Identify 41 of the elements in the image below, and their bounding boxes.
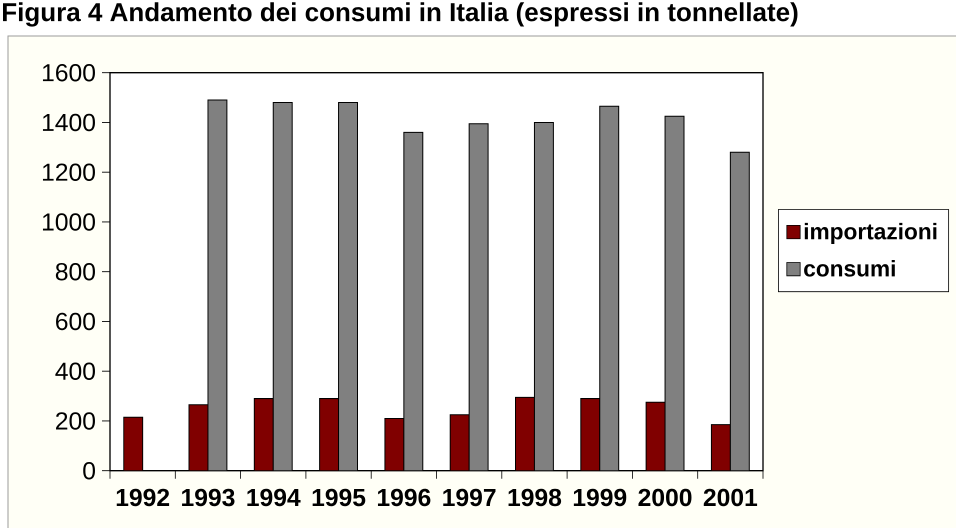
bar — [664, 116, 684, 471]
bar — [254, 398, 274, 471]
bar — [468, 123, 489, 471]
y-tick-label: 800 — [56, 262, 95, 280]
bar — [710, 424, 731, 471]
bar — [384, 418, 404, 471]
y-tick-label: 0 — [83, 462, 95, 480]
y-tick-label: 200 — [56, 412, 95, 430]
x-tick-label: 1994 — [247, 488, 301, 506]
legend-label: importazioni — [804, 222, 936, 244]
x-tick-label: 1995 — [312, 488, 366, 506]
bar — [450, 414, 470, 471]
x-tick-label: 2000 — [638, 488, 692, 506]
legend-label: consumi — [804, 260, 895, 277]
bar — [338, 102, 358, 471]
x-tick-label: 1999 — [574, 488, 626, 506]
bar — [123, 416, 144, 471]
y-tick-label: 600 — [56, 312, 95, 330]
bar — [403, 132, 424, 471]
bar — [730, 152, 750, 471]
bar — [207, 100, 228, 471]
bar — [534, 122, 554, 471]
x-tick-label: 1993 — [182, 488, 234, 506]
x-tick-label: 1997 — [443, 488, 496, 506]
y-tick-label: 400 — [55, 362, 95, 380]
x-tick-label: 2001 — [704, 488, 758, 506]
x-tick-label: 1996 — [378, 488, 430, 506]
bar — [188, 404, 208, 471]
bar — [515, 396, 535, 471]
y-tick-label: 1600 — [42, 64, 95, 82]
y-tick-label: 1000 — [42, 213, 95, 231]
y-tick-label: 1200 — [42, 163, 95, 181]
y-tick-label: 1400 — [42, 114, 95, 132]
x-tick-label: 1998 — [508, 488, 562, 506]
bar — [272, 102, 293, 471]
bar — [580, 398, 600, 471]
bar — [599, 106, 620, 471]
chart-title: Figura 4 Andamento dei consumi in Italia (espressi in tonnellate) — [3, 2, 798, 27]
bar — [646, 402, 666, 471]
bar — [319, 398, 340, 471]
x-tick-label: 1992 — [116, 488, 170, 506]
